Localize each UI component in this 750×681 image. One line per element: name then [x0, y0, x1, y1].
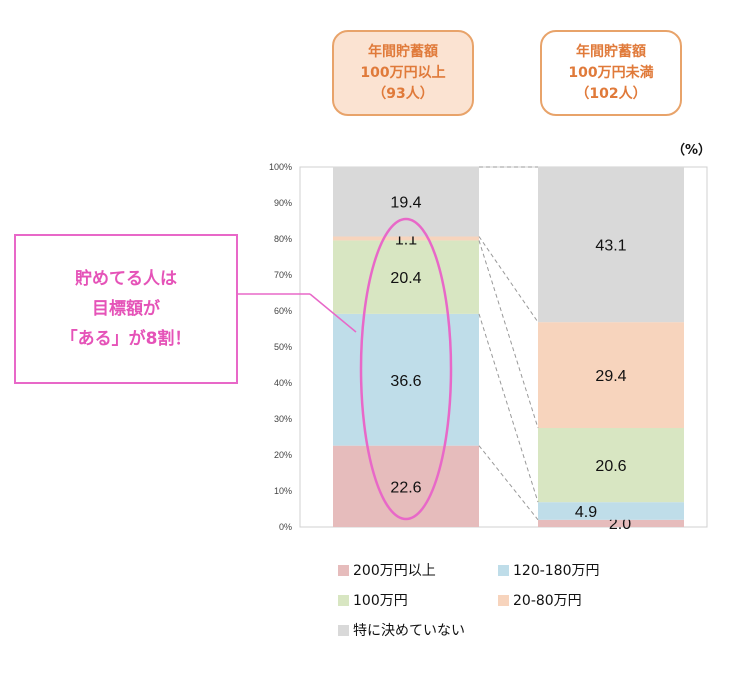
legend-label: 特に決めていない: [353, 623, 465, 639]
header-right-line3: （102人）: [575, 85, 647, 102]
y-tick-label: 0%: [279, 522, 292, 532]
legend-label: 100万円: [353, 593, 408, 609]
y-tick-label: 90%: [274, 198, 292, 208]
callout-line2: 目標額が: [92, 299, 160, 319]
connector-line: [478, 236, 539, 323]
y-tick-label: 50%: [274, 342, 292, 352]
callout-box: 貯めてる人は 目標額が 「ある」が8割！: [14, 234, 238, 384]
data-label: 22.6: [390, 479, 421, 496]
data-label: 20.4: [390, 270, 421, 287]
data-label: 19.4: [390, 195, 421, 212]
bar-segment: [333, 236, 479, 241]
legend-item: 100万円: [338, 590, 408, 610]
legend-swatch: [498, 594, 509, 606]
data-label: 43.1: [595, 238, 626, 255]
header-right-line2: 100万円未満: [568, 64, 654, 81]
y-tick-label: 30%: [274, 414, 292, 424]
header-left-line3: （93人）: [372, 85, 434, 102]
connector-line: [478, 313, 539, 503]
legend-swatch: [498, 564, 509, 576]
legend-item: 200万円以上: [338, 560, 436, 580]
legend-label: 200万円以上: [353, 563, 436, 579]
bar-segment: [333, 313, 479, 446]
y-tick-label: 10%: [274, 486, 292, 496]
legend-item: 20-80万円: [498, 590, 582, 610]
legend-item: 120-180万円: [498, 560, 600, 580]
legend-item: 特に決めていない: [338, 620, 465, 640]
callout-line: [309, 293, 357, 333]
bar-segment: [333, 445, 479, 527]
header-left-line2: 100万円以上: [360, 64, 446, 81]
callout-line1: 貯めてる人は: [75, 269, 177, 289]
bar-segment: [538, 519, 684, 527]
legend-label: 120-180万円: [513, 563, 600, 579]
header-right-line1: 年間貯蓄額: [576, 43, 646, 60]
legend-swatch: [338, 594, 349, 606]
bar-segment: [538, 502, 684, 520]
unit-label: （%）: [672, 143, 712, 158]
y-tick-label: 70%: [274, 270, 292, 280]
header-left-line1: 年間貯蓄額: [368, 43, 438, 60]
header-right-box: 年間貯蓄額 100万円未満 （102人）: [540, 30, 682, 116]
data-label: 36.6: [390, 373, 421, 390]
data-label: 20.6: [595, 458, 626, 475]
data-label: 2.0: [609, 516, 631, 533]
y-tick-label: 20%: [274, 450, 292, 460]
legend-swatch: [338, 564, 349, 576]
y-tick-label: 40%: [274, 378, 292, 388]
bar-segment: [538, 167, 684, 323]
bar-segment: [538, 322, 684, 428]
y-tick-label: 100%: [269, 162, 292, 172]
highlight-ellipse: [359, 217, 453, 521]
connector-line: [478, 240, 539, 429]
bar-segment: [538, 428, 684, 503]
y-tick-label: 80%: [274, 234, 292, 244]
header-left-box: 年間貯蓄額 100万円以上 （93人）: [332, 30, 474, 116]
data-label: 4.9: [575, 504, 597, 521]
legend-label: 20-80万円: [513, 593, 582, 609]
connector-line: [478, 445, 539, 521]
bar-segment: [333, 166, 479, 237]
data-label: 29.4: [595, 368, 626, 385]
bar-segment: [333, 240, 479, 314]
y-tick-label: 60%: [274, 306, 292, 316]
legend-swatch: [338, 624, 349, 636]
callout-line3: 「ある」が8割！: [60, 329, 192, 349]
